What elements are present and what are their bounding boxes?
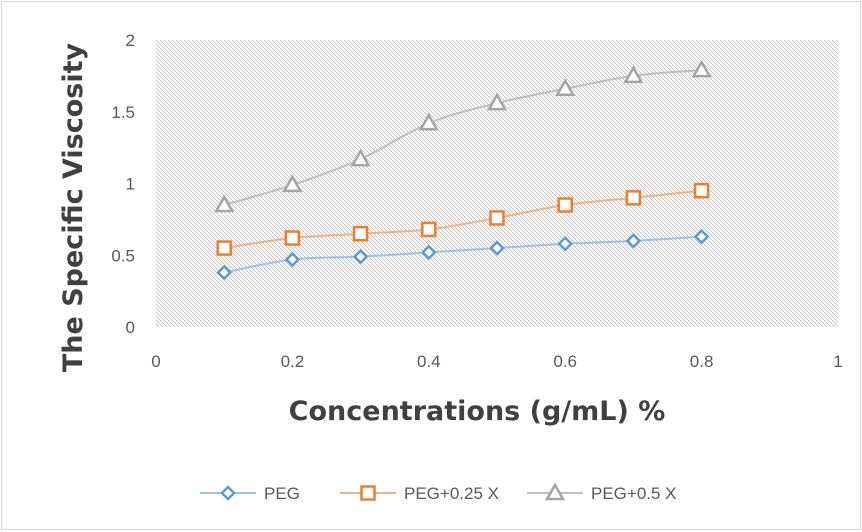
legend-item: PEG [200,484,300,503]
data-point-square [216,240,232,256]
series-2 [216,182,710,256]
data-point-square [352,225,369,242]
data-point-triangle [623,65,644,84]
data-point-diamond [284,251,301,268]
legend-label: PEG+0.25 X [404,484,499,503]
x-axis-ticks: 0 0.2 0.4 0.6 0.8 1 [151,352,842,371]
data-point-diamond [216,264,232,281]
data-point-square [693,182,710,199]
legend-label: PEG+0.5 X [591,484,677,503]
plot-area [156,40,838,327]
data-point-triangle [282,174,303,193]
x-tick-label: 0.8 [690,352,714,371]
x-axis-title: Concentrations (g/mL) % [289,396,666,427]
legend-label: PEG [264,484,300,503]
legend-item: PEG+0.25 X [340,484,499,503]
data-point-diamond [557,236,573,252]
data-point-diamond [352,248,369,265]
data-point-square [489,210,505,226]
data-point-diamond [421,244,437,261]
x-tick-label: 1 [833,352,842,371]
x-tick-label: 0.6 [553,352,577,371]
legend-marker-triangle [544,482,566,501]
y-tick-label: 1.5 [111,103,135,122]
x-tick-label: 0.4 [417,352,441,371]
data-point-diamond [625,233,642,249]
y-tick-label: 1 [126,175,135,194]
data-point-triangle [486,92,508,111]
data-point-diamond [693,228,710,245]
y-tick-label: 0 [126,318,135,337]
x-tick-label: 0 [151,352,160,371]
x-tick-label: 0.2 [281,352,305,371]
legend-item: PEG+0.5 X [527,482,677,503]
legend-marker-diamond [220,485,236,501]
data-point-triangle [691,59,712,78]
legend: PEG PEG+0.25 X PEG+0.5 X [200,482,677,503]
y-axis-ticks: 0 0.5 1 1.5 2 [111,31,135,337]
data-point-triangle [350,148,371,167]
data-point-triangle [418,112,439,131]
y-tick-label: 2 [126,31,135,50]
y-tick-label: 0.5 [111,246,135,265]
data-point-square [284,230,301,246]
series-group [214,59,712,281]
data-point-square [557,197,573,213]
y-axis-title: The Specific Viscosity [58,42,89,372]
data-point-square [625,190,642,206]
series-1 [216,228,710,281]
data-point-square [421,221,437,238]
data-point-triangle [214,194,235,213]
series-3 [214,59,712,213]
data-point-triangle [555,78,576,97]
data-point-diamond [489,240,505,256]
legend-marker-square [360,485,376,501]
